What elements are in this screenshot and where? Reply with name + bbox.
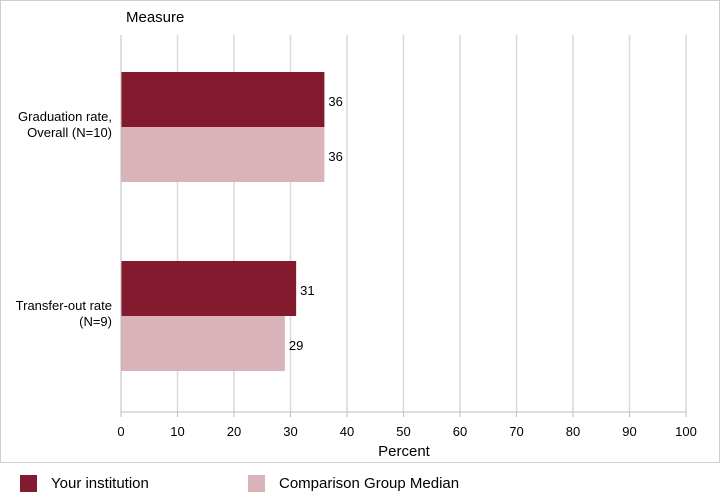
legend: Your institution Comparison Group Median xyxy=(0,462,720,499)
legend-item-comparison-group-median: Comparison Group Median xyxy=(248,473,459,493)
data-label: 36 xyxy=(328,149,342,164)
x-tick-label: 50 xyxy=(396,424,410,439)
data-label: 29 xyxy=(289,338,303,353)
legend-label-your-institution: Your institution xyxy=(51,474,149,492)
x-axis-title: Percent xyxy=(378,443,431,460)
bar xyxy=(121,261,297,316)
y-category-label: (N=9) xyxy=(79,314,112,329)
x-tick-label: 30 xyxy=(283,424,297,439)
y-category-label: Transfer-out rate xyxy=(16,298,112,313)
legend-swatch-comparison-group-median xyxy=(248,474,265,492)
x-tick-label: 80 xyxy=(566,424,580,439)
x-tick-label: 10 xyxy=(170,424,184,439)
bar xyxy=(121,316,285,371)
bars: 36 36 31 29 xyxy=(121,72,343,371)
bar xyxy=(121,72,325,127)
x-tick-label: 100 xyxy=(675,424,697,439)
legend-label-comparison-group-median: Comparison Group Median xyxy=(279,474,460,492)
x-tick-label: 40 xyxy=(340,424,354,439)
bar xyxy=(121,127,325,182)
legend-swatch-your-institution xyxy=(20,474,37,492)
x-tick-label: 90 xyxy=(622,424,636,439)
data-label: 31 xyxy=(300,283,314,298)
x-tick-label: 0 xyxy=(117,424,124,439)
legend-item-your-institution: Your institution xyxy=(20,473,149,493)
x-tick-label: 60 xyxy=(453,424,467,439)
x-tick-label: 70 xyxy=(509,424,523,439)
y-category-label: Overall (N=10) xyxy=(27,125,112,140)
y-category-label: Graduation rate, xyxy=(18,109,112,124)
chart-plot: 36 36 31 29 0 10 20 30 40 50 60 70 80 90 100 Graduatio… xyxy=(16,9,697,460)
category-axis-title: Measure xyxy=(126,9,184,26)
x-tick-label: 20 xyxy=(227,424,241,439)
axes: 0 10 20 30 40 50 60 70 80 90 100 Graduation rate,Ov… xyxy=(16,35,697,439)
data-label: 36 xyxy=(328,94,342,109)
